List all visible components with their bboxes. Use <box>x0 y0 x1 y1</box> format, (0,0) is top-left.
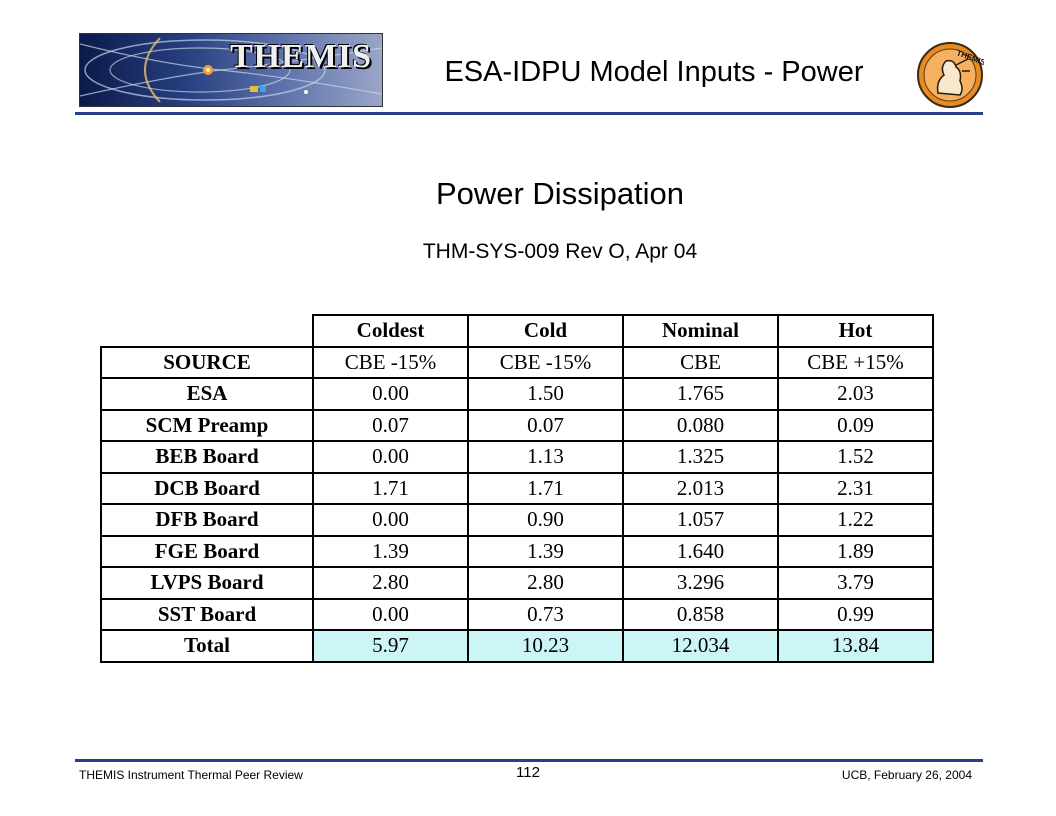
document-reference: THM-SYS-009 Rev O, Apr 04 <box>422 240 698 263</box>
case-header-row: Coldest Cold Nominal Hot <box>101 314 934 348</box>
estimate-cell: CBE <box>622 345 779 379</box>
value-cell: 2.03 <box>777 377 934 411</box>
value-cell: 0.858 <box>622 597 779 631</box>
value-cell: 1.71 <box>467 471 624 505</box>
value-cell: 1.39 <box>467 534 624 568</box>
estimate-cell: CBE -15% <box>312 345 469 379</box>
value-cell: 1.22 <box>777 503 934 537</box>
value-cell: 3.296 <box>622 566 779 600</box>
row-label: DFB Board <box>100 503 314 537</box>
value-cell: 2.31 <box>777 471 934 505</box>
value-cell: 0.00 <box>312 503 469 537</box>
value-cell: 0.07 <box>467 408 624 442</box>
value-cell: 0.080 <box>622 408 779 442</box>
estimate-cell: CBE +15% <box>777 345 934 379</box>
value-cell: 0.00 <box>312 440 469 474</box>
value-cell: 1.89 <box>777 534 934 568</box>
value-cell: 0.09 <box>777 408 934 442</box>
header-rule <box>75 112 983 115</box>
row-label: FGE Board <box>100 534 314 568</box>
column-header: Hot <box>777 314 934 348</box>
row-label: SCM Preamp <box>100 408 314 442</box>
estimate-cell: CBE -15% <box>467 345 624 379</box>
value-cell: 0.90 <box>467 503 624 537</box>
row-label: LVPS Board <box>100 566 314 600</box>
row-label: BEB Board <box>100 440 314 474</box>
table-row: DFB Board 0.00 0.90 1.057 1.22 <box>100 503 934 537</box>
value-cell: 2.013 <box>622 471 779 505</box>
table-row: DCB Board 1.71 1.71 2.013 2.31 <box>100 471 934 505</box>
logo-text: THEMIS <box>230 38 373 75</box>
table-row: FGE Board 1.39 1.39 1.640 1.89 <box>100 534 934 568</box>
table-row: SST Board 0.00 0.73 0.858 0.99 <box>100 597 934 631</box>
section-heading: Power Dissipation <box>435 176 685 211</box>
footer-date: UCB, February 26, 2004 <box>841 768 972 782</box>
themis-mission-badge-icon: THEMIS <box>917 42 984 108</box>
table-row: BEB Board 0.00 1.13 1.325 1.52 <box>100 440 934 474</box>
row-label: DCB Board <box>100 471 314 505</box>
source-header: SOURCE <box>100 345 314 379</box>
total-value-cell: 12.034 <box>622 629 779 663</box>
value-cell: 0.99 <box>777 597 934 631</box>
total-value-cell: 13.84 <box>777 629 934 663</box>
value-cell: 0.00 <box>312 377 469 411</box>
value-cell: 1.057 <box>622 503 779 537</box>
total-value-cell: 10.23 <box>467 629 624 663</box>
row-label: SST Board <box>100 597 314 631</box>
value-cell: 1.13 <box>467 440 624 474</box>
footer-rule <box>75 759 983 762</box>
page-number: 112 <box>516 764 540 781</box>
total-label: Total <box>100 629 314 663</box>
value-cell: 1.39 <box>312 534 469 568</box>
column-header: Nominal <box>622 314 779 348</box>
value-cell: 0.07 <box>312 408 469 442</box>
footer-event: THEMIS Instrument Thermal Peer Review <box>79 768 303 782</box>
value-cell: 1.71 <box>312 471 469 505</box>
value-cell: 1.640 <box>622 534 779 568</box>
table-row: ESA 0.00 1.50 1.765 2.03 <box>100 377 934 411</box>
column-header: Coldest <box>312 314 469 348</box>
value-cell: 3.79 <box>777 566 934 600</box>
total-value-cell: 5.97 <box>312 629 469 663</box>
row-label: ESA <box>100 377 314 411</box>
value-cell: 1.52 <box>777 440 934 474</box>
table-row: SCM Preamp 0.07 0.07 0.080 0.09 <box>100 408 934 442</box>
slide-title: ESA-IDPU Model Inputs - Power <box>444 56 864 88</box>
total-row: Total 5.97 10.23 12.034 13.84 <box>100 629 934 663</box>
magnetosphere-graphic <box>80 37 382 103</box>
estimate-header-row: SOURCE CBE -15% CBE -15% CBE CBE +15% <box>100 345 934 379</box>
blank-corner-cell <box>101 315 314 348</box>
themis-logo: THEMIS <box>79 33 383 107</box>
value-cell: 1.765 <box>622 377 779 411</box>
column-header: Cold <box>467 314 624 348</box>
value-cell: 2.80 <box>467 566 624 600</box>
value-cell: 0.00 <box>312 597 469 631</box>
power-dissipation-table: Coldest Cold Nominal Hot SOURCE CBE -15%… <box>100 314 934 663</box>
table-row: LVPS Board 2.80 2.80 3.296 3.79 <box>100 566 934 600</box>
value-cell: 1.325 <box>622 440 779 474</box>
value-cell: 0.73 <box>467 597 624 631</box>
value-cell: 2.80 <box>312 566 469 600</box>
value-cell: 1.50 <box>467 377 624 411</box>
